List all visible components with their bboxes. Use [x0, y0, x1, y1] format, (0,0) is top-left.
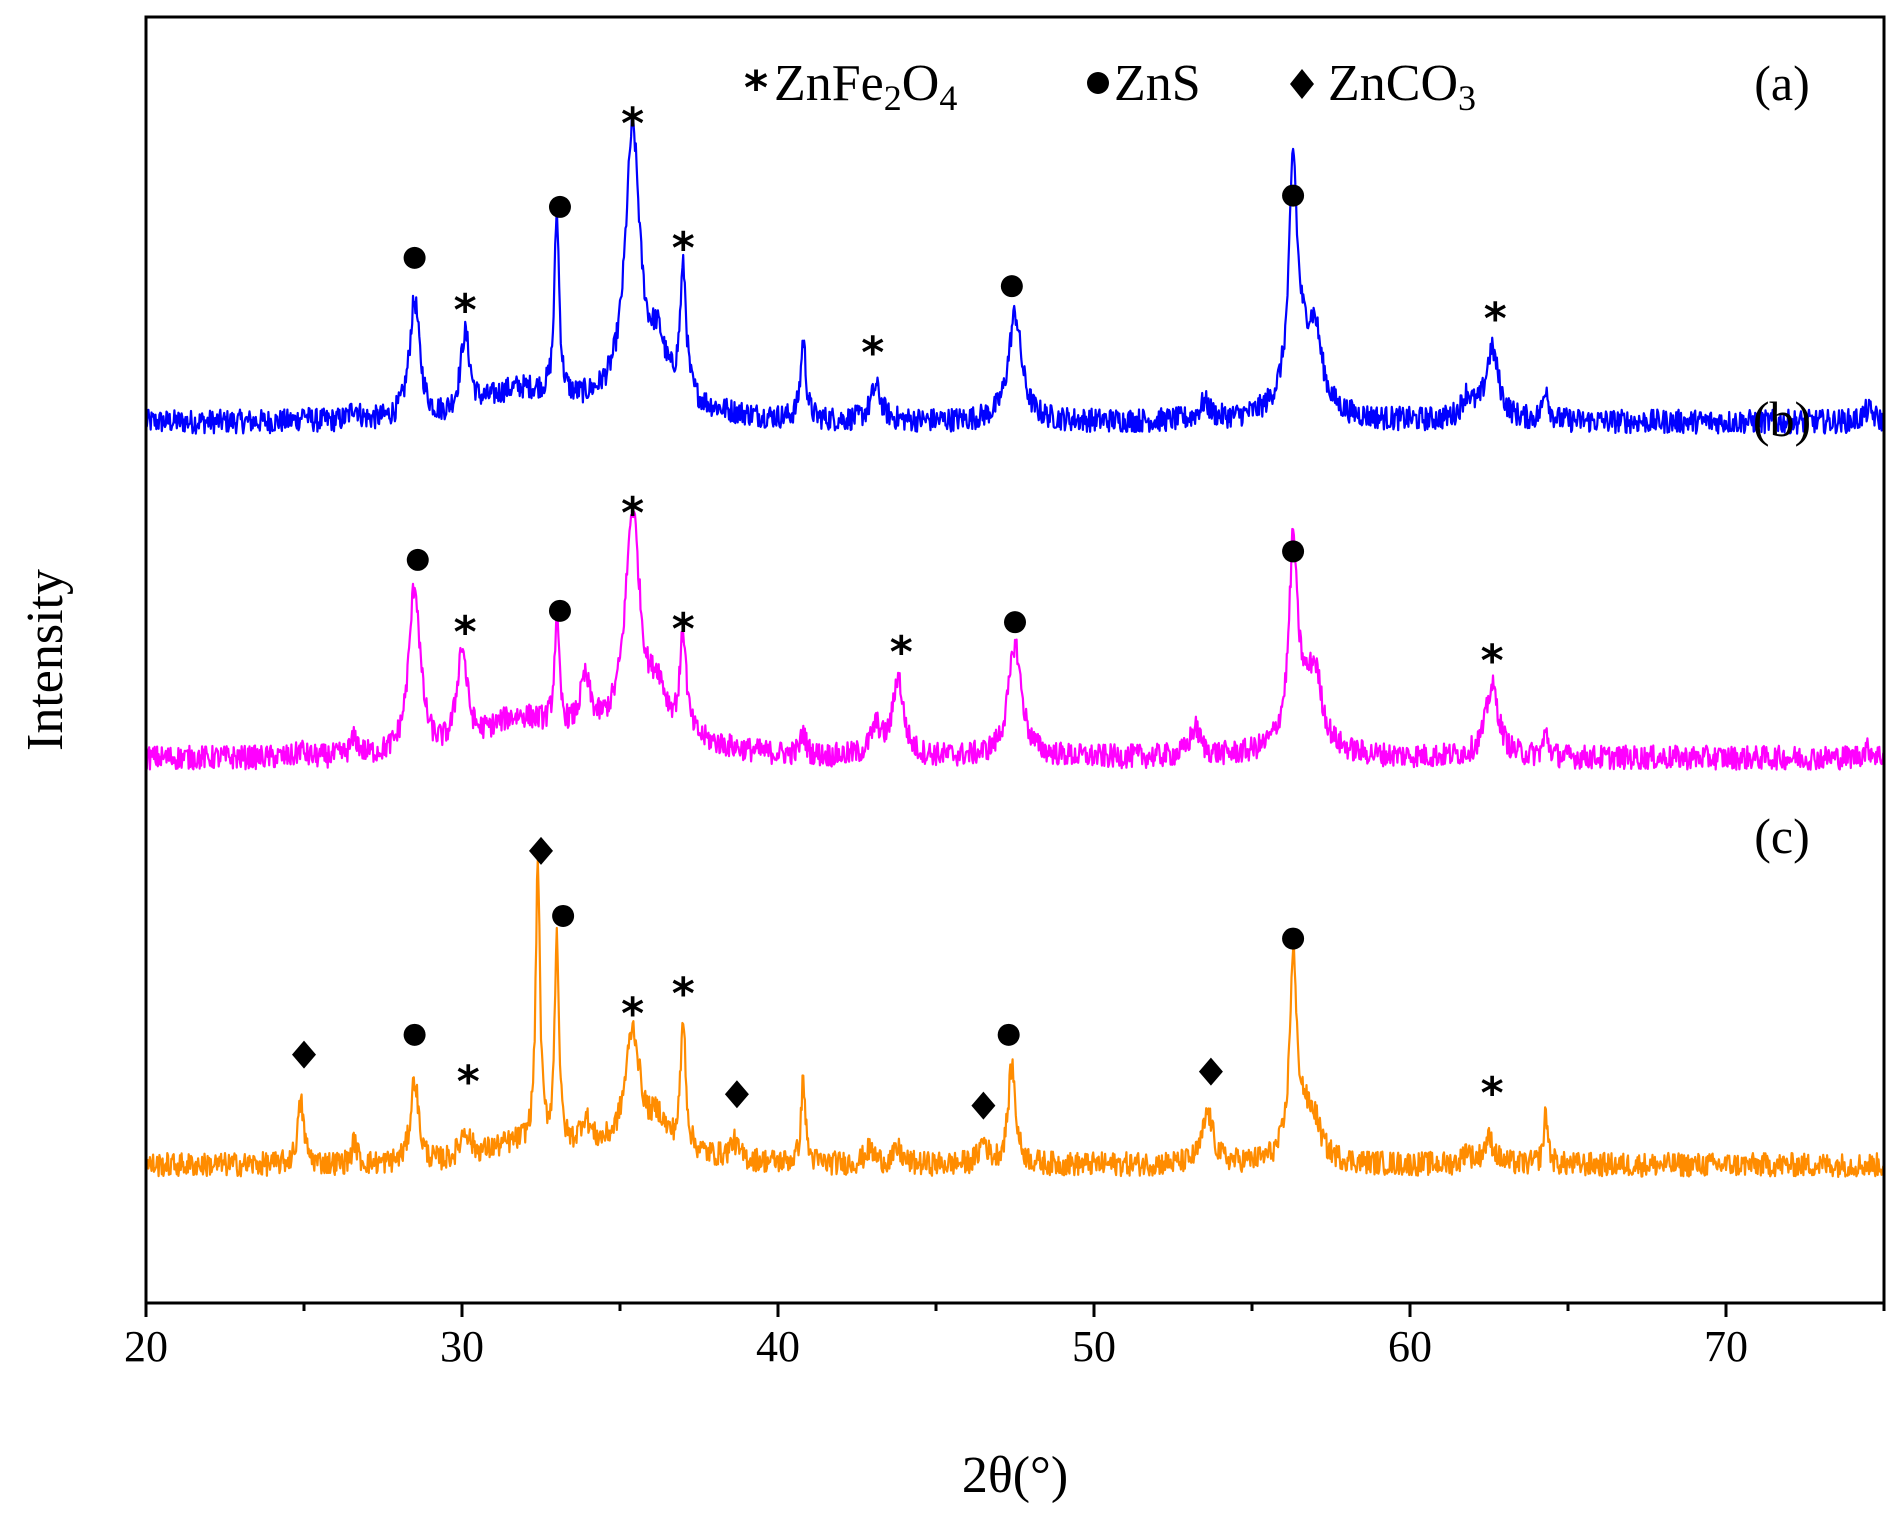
marker-asterisk-1-5: *: [672, 223, 695, 274]
marker-asterisk-3-3: *: [457, 1056, 480, 1107]
peak-marker-layer: * * * * * * * * * * * * * *: [292, 98, 1507, 1120]
marker-diamond-3-11: [1198, 1057, 1223, 1086]
marker-circle-1-1: [403, 246, 426, 269]
marker-circle-3-2: [403, 1023, 426, 1046]
marker-circle-2-1: [406, 548, 429, 571]
marker-circle-3-5: [552, 904, 575, 927]
marker-asterisk-3-6: *: [621, 989, 644, 1040]
marker-diamond-3-8: [724, 1080, 749, 1109]
marker-circle-3-12: [1282, 927, 1305, 950]
x-axis-ticks: 20 30 40 50 60 70: [124, 1303, 1886, 1371]
series-label-layer: (a) (b) (c): [1753, 55, 1811, 864]
series-label-1: (a): [1754, 55, 1810, 111]
legend-label-znfe2o4: ZnFe2O4: [774, 55, 957, 118]
legend-label-znco3: ZnCO3: [1328, 55, 1476, 118]
marker-diamond-3-1: [292, 1040, 316, 1069]
x-tick-label-70: 70: [1704, 1322, 1748, 1371]
x-tick-label-40: 40: [756, 1322, 800, 1371]
marker-asterisk-2-4: *: [621, 488, 644, 539]
legend-asterisk-icon: *: [744, 61, 768, 115]
marker-circle-2-8: [1282, 540, 1305, 563]
y-axis-title: Intensity: [17, 569, 74, 751]
legend-label-zns: ZnS: [1114, 55, 1201, 112]
marker-asterisk-1-6: *: [861, 328, 884, 379]
marker-asterisk-2-2: *: [454, 607, 477, 658]
marker-diamond-3-9: [971, 1091, 996, 1120]
x-tick-label-30: 30: [440, 1322, 484, 1371]
marker-asterisk-1-9: *: [1484, 294, 1507, 345]
legend: * ZnFe2O4 ZnS ZnCO3: [744, 55, 1476, 118]
marker-circle-2-3: [548, 599, 571, 622]
marker-asterisk-2-9: *: [1481, 635, 1504, 686]
marker-asterisk-1-2: *: [454, 285, 477, 336]
legend-diamond-icon: [1290, 69, 1314, 99]
marker-asterisk-2-5: *: [672, 604, 695, 655]
series-line-3: [144, 858, 1886, 1179]
marker-asterisk-2-6: *: [890, 627, 913, 678]
marker-circle-1-3: [548, 195, 571, 218]
marker-circle-1-7: [1000, 275, 1023, 298]
marker-asterisk-3-7: *: [672, 969, 695, 1020]
series-line-1: [144, 115, 1886, 435]
legend-circle-icon: [1087, 72, 1109, 94]
marker-circle-2-7: [1004, 611, 1026, 634]
x-tick-label-60: 60: [1388, 1322, 1432, 1371]
plot-frame: [144, 15, 1886, 1305]
series-layer: [144, 115, 1886, 1179]
marker-asterisk-3-13: *: [1481, 1068, 1504, 1119]
series-line-2: [144, 507, 1886, 771]
marker-circle-1-8: [1282, 184, 1305, 207]
series-label-2: (b): [1753, 391, 1811, 447]
series-label-3: (c): [1754, 808, 1810, 864]
marker-diamond-3-4: [529, 836, 553, 865]
x-tick-label-50: 50: [1072, 1322, 1116, 1371]
x-axis-title: 2θ(°): [962, 1447, 1068, 1504]
x-tick-label-20: 20: [124, 1322, 168, 1371]
marker-circle-3-10: [997, 1023, 1020, 1046]
marker-asterisk-1-4: *: [621, 98, 644, 149]
